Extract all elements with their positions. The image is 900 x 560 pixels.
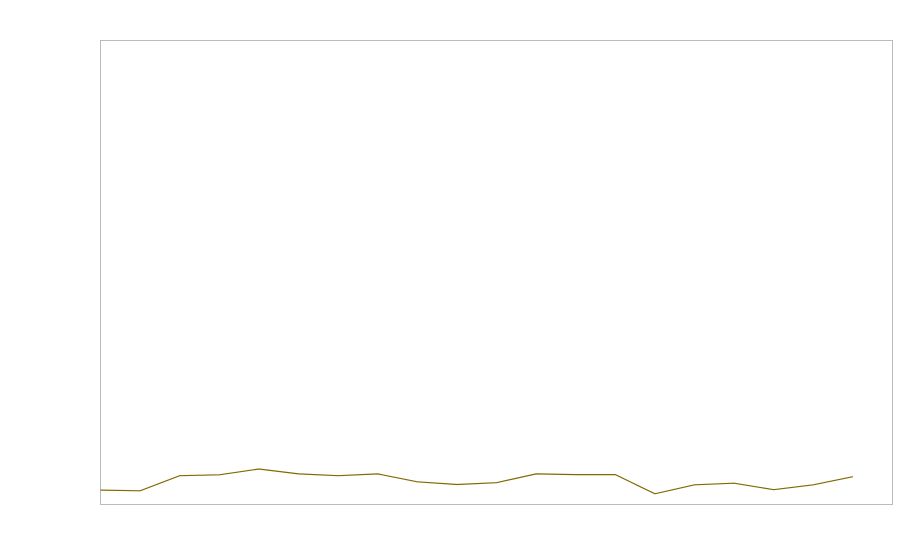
series-layer xyxy=(100,468,854,495)
plot-frame xyxy=(100,40,893,505)
series-line-0 xyxy=(100,468,854,495)
